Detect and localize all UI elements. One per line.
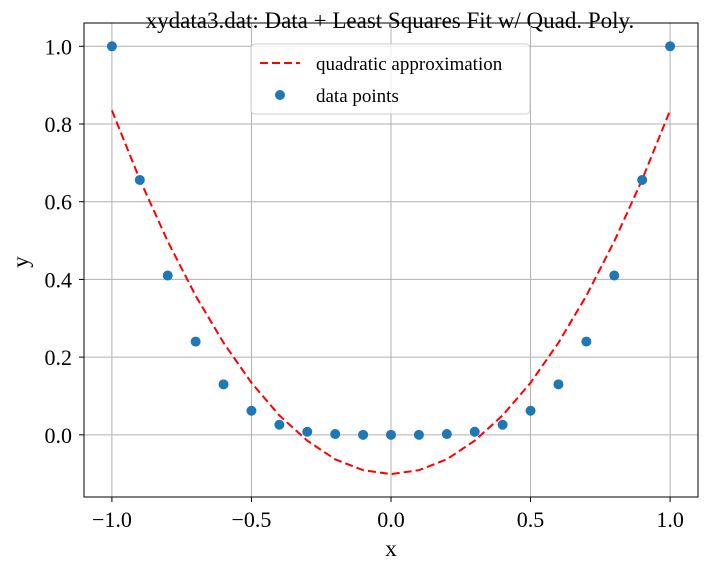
y-tick-label: 0.4: [45, 267, 73, 292]
x-axis-label: x: [385, 536, 397, 561]
y-tick-label: 1.0: [45, 34, 73, 59]
data-point: [190, 336, 201, 347]
data-point: [581, 336, 592, 347]
data-points-layer: [106, 41, 676, 440]
data-point: [106, 41, 117, 52]
y-axis-label: y: [8, 256, 33, 268]
data-point: [441, 429, 452, 440]
x-tick-label: −1.0: [92, 507, 132, 532]
data-point: [497, 419, 508, 430]
data-point: [330, 429, 341, 440]
legend-label-data: data points: [316, 86, 399, 107]
fit-line-layer: [110, 110, 672, 476]
quadratic-fit-line: [110, 110, 672, 476]
ticks: −1.0 −0.5 0.0 0.5 1.0 0.0 0.2 0.4 0.6 0.8 1.0: [45, 34, 684, 532]
y-tick-label: 0.0: [45, 423, 73, 448]
data-point: [134, 174, 145, 185]
x-tick-label: 0.0: [377, 507, 405, 532]
legend-box: [250, 43, 531, 115]
data-point: [609, 270, 620, 281]
data-point: [525, 405, 536, 416]
data-point: [162, 270, 173, 281]
chart-title: xydata3.dat: Data + Least Squares Fit w/…: [146, 8, 635, 33]
y-tick-label: 0.6: [45, 190, 73, 215]
data-point: [386, 429, 396, 440]
x-tick-label: 1.0: [656, 507, 684, 532]
data-point: [469, 426, 480, 437]
data-point: [246, 405, 257, 416]
y-tick-label: 0.2: [45, 345, 73, 370]
legend-point-swatch: [275, 90, 285, 100]
legend: quadratic approximation data points: [250, 43, 531, 115]
y-tick-label: 0.8: [45, 112, 73, 137]
data-point: [665, 41, 676, 52]
data-point: [218, 379, 229, 390]
x-tick-label: 0.5: [517, 507, 545, 532]
data-point: [274, 419, 285, 430]
data-point: [637, 174, 648, 185]
legend-label-fit: quadratic approximation: [316, 54, 503, 75]
data-point: [358, 429, 369, 440]
data-point: [302, 426, 313, 437]
x-tick-label: −0.5: [231, 507, 271, 532]
data-point: [553, 379, 564, 390]
data-point: [413, 429, 424, 440]
